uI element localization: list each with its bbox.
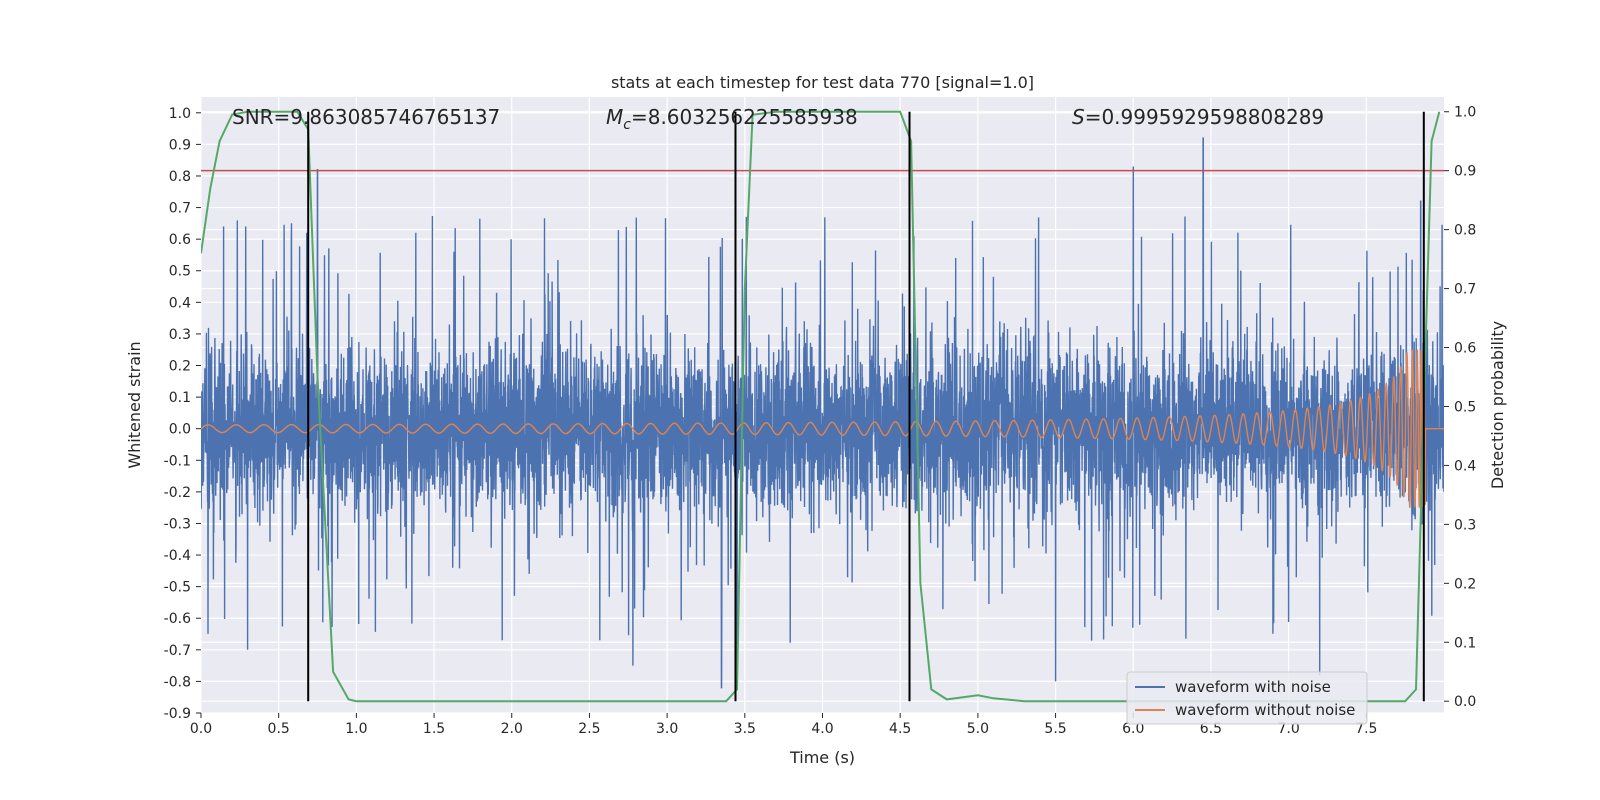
legend-label-noisy: waveform with noise (1175, 678, 1331, 696)
x-tick-label: 6.0 (1122, 721, 1144, 737)
legend-box (1126, 671, 1368, 725)
score-symbol: S (1072, 105, 1085, 129)
y2-tick-label: 0.6 (1454, 341, 1476, 357)
y-tick-label: 0.2 (169, 359, 191, 375)
y-tick-label: -0.1 (164, 453, 191, 469)
x-axis-label: Time (s) (789, 748, 855, 767)
y-tick-label: 0.7 (169, 201, 191, 217)
x-tick-label: 7.5 (1355, 721, 1377, 737)
x-tick-label: 2.5 (578, 721, 600, 737)
series-waveform-with-noise (201, 137, 1444, 689)
x-tick-label: 0.5 (268, 721, 290, 737)
x-tick-label: 4.5 (889, 721, 911, 737)
y-tick-label: 0.3 (169, 327, 191, 343)
y-tick-label: -0.5 (164, 580, 191, 596)
y-tick-label: -0.8 (164, 674, 191, 690)
x-tick-label: 1.0 (345, 721, 367, 737)
y-tick-label: 0.5 (169, 264, 191, 280)
y2-tick-label: 1.0 (1454, 105, 1476, 121)
x-tick-label: 1.5 (423, 721, 445, 737)
score-annotation: S=0.9995929598808289 (1072, 105, 1324, 129)
y-tick-label: -0.7 (164, 643, 191, 659)
x-tick-label: 5.5 (1044, 721, 1066, 737)
x-tick-label: 2.0 (501, 721, 523, 737)
y-tick-label: 0.4 (169, 295, 191, 311)
x-tick-label: 7.0 (1277, 721, 1299, 737)
x-tick-label: 5.0 (967, 721, 989, 737)
y2-tick-label: 0.9 (1454, 164, 1476, 180)
y-tick-label: -0.9 (164, 706, 191, 722)
y-tick-label: 1.0 (169, 106, 191, 122)
y2-tick-label: 0.4 (1454, 458, 1476, 474)
x-tick-label: 3.5 (734, 721, 756, 737)
chirp-mass-subscript: c (623, 117, 631, 133)
series-waveform-without-noise (201, 349, 1444, 508)
y2-tick-label: 0.2 (1454, 576, 1476, 592)
x-tick-label: 0.0 (190, 721, 212, 737)
chirp-mass-symbol: M (606, 105, 623, 129)
x-tick-label: 6.5 (1200, 721, 1222, 737)
y2-tick-label: 0.7 (1454, 282, 1476, 298)
chirp-mass-value: =8.603256225585938 (631, 105, 858, 129)
y-tick-label: -0.3 (164, 516, 191, 532)
snr-annotation: SNR=9.863085746765137 (232, 105, 500, 129)
y2-tick-label: 0.8 (1454, 223, 1476, 239)
legend-label-clean: waveform without noise (1175, 701, 1355, 719)
x-tick-label: 3.0 (656, 721, 678, 737)
y-tick-label: -0.2 (164, 485, 191, 501)
y-axis-label: Whitened strain (125, 341, 144, 468)
y-tick-label: 0.1 (169, 390, 191, 406)
y2-tick-label: 0.0 (1454, 694, 1476, 710)
y-tick-label: -0.6 (164, 611, 191, 627)
y-tick-label: 0.9 (169, 137, 191, 153)
y-tick-label: 0.8 (169, 169, 191, 185)
legend: waveform with noise waveform without noi… (1126, 671, 1368, 725)
y-tick-label: 0.6 (169, 232, 191, 248)
x-tick-label: 4.0 (811, 721, 833, 737)
y2-tick-label: 0.3 (1454, 517, 1476, 533)
chart-title: stats at each timestep for test data 770… (611, 73, 1034, 92)
y-tick-label: -0.4 (164, 548, 191, 564)
score-value: =0.9995929598808289 (1085, 105, 1324, 129)
y2-tick-label: 0.1 (1454, 635, 1476, 651)
y2-axis-label: Detection probability (1488, 321, 1507, 489)
y2-tick-label: 0.5 (1454, 399, 1476, 415)
y-tick-label: 0.0 (169, 422, 191, 438)
chirp-mass-annotation: Mc=8.603256225585938 (606, 105, 858, 133)
